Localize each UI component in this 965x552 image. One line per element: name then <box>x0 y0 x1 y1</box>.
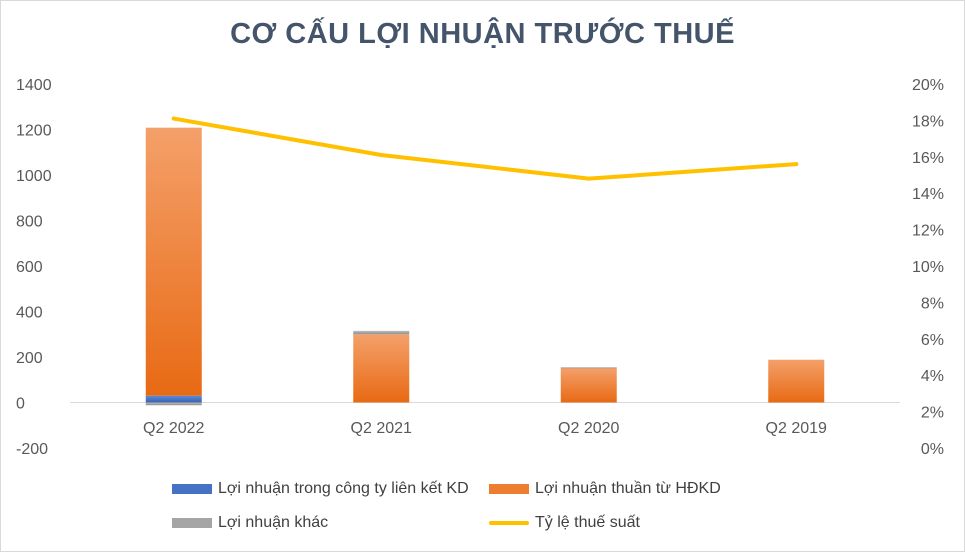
bar-segment <box>145 395 202 403</box>
x-tick-label: Q2 2019 <box>766 420 827 437</box>
legend-label-operating-profit: Lợi nhuận thuần từ HĐKD <box>535 480 721 497</box>
y-left-tick-label: 0 <box>16 396 25 413</box>
bar-segment <box>145 402 202 406</box>
legend-swatch-other-profit <box>172 518 212 528</box>
y-right-tick-label: 6% <box>921 332 944 349</box>
legend-item-associate-profit: Lợi nhuận trong công ty liên kết KD <box>172 480 469 498</box>
y-right-tick-label: 10% <box>912 259 944 276</box>
y-right-tick-label: 18% <box>912 113 944 130</box>
y-right-tick-label: 4% <box>921 368 944 385</box>
tax-rate-point <box>794 162 799 167</box>
bar-segment <box>353 334 410 403</box>
legend-item-operating-profit: Lợi nhuận thuần từ HĐKD <box>489 480 721 498</box>
x-tick-label: Q2 2020 <box>558 420 619 437</box>
y-left-tick-label: 400 <box>16 305 43 322</box>
legend-label-other-profit: Lợi nhuận khác <box>218 514 329 531</box>
y-right-tick-label: 12% <box>912 223 944 240</box>
chart-title: CƠ CẤU LỢI NHUẬN TRƯỚC THUẾ <box>230 18 735 50</box>
tax-rate-point <box>379 152 384 157</box>
bar-segment <box>560 367 617 369</box>
y-left-tick-label: 1400 <box>16 77 52 94</box>
legend-swatch-operating-profit <box>489 484 529 494</box>
y-left-tick-label: 1200 <box>16 123 52 140</box>
y-right-tick-label: 20% <box>912 77 944 94</box>
y-right-tick-label: 8% <box>921 295 944 312</box>
x-tick-label: Q2 2022 <box>143 420 204 437</box>
legend-swatch-tax-rate <box>489 521 529 525</box>
bar-segment <box>145 127 202 396</box>
legend-label-associate-profit: Lợi nhuận trong công ty liên kết KD <box>218 480 469 497</box>
chart-legend: Lợi nhuận trong công ty liên kết KD Lợi … <box>0 476 965 546</box>
y-right-tick-label: 2% <box>921 405 944 422</box>
tax-rate-line <box>171 116 799 181</box>
y-left-tick-label: 800 <box>16 214 43 231</box>
y-right-tick-label: 0% <box>921 441 944 458</box>
y-left-tick-label: 200 <box>16 350 43 367</box>
bar-segment <box>768 359 825 403</box>
y-right-tick-label: 14% <box>912 186 944 203</box>
x-tick-label: Q2 2021 <box>351 420 412 437</box>
bar-segment <box>353 330 410 335</box>
tax-rate-point <box>171 116 176 121</box>
legend-item-other-profit: Lợi nhuận khác <box>172 514 328 532</box>
legend-swatch-associate-profit <box>172 484 212 494</box>
legend-item-tax-rate: Tỷ lệ thuế suất <box>489 514 640 532</box>
y-right-tick-label: 16% <box>912 150 944 167</box>
bar-segment <box>560 367 617 403</box>
legend-label-tax-rate: Tỷ lệ thuế suất <box>535 514 640 531</box>
tax-rate-point <box>586 176 591 181</box>
y-left-tick-label: -200 <box>16 441 48 458</box>
y-left-tick-label: 600 <box>16 259 43 276</box>
y-left-tick-label: 1000 <box>16 168 52 185</box>
